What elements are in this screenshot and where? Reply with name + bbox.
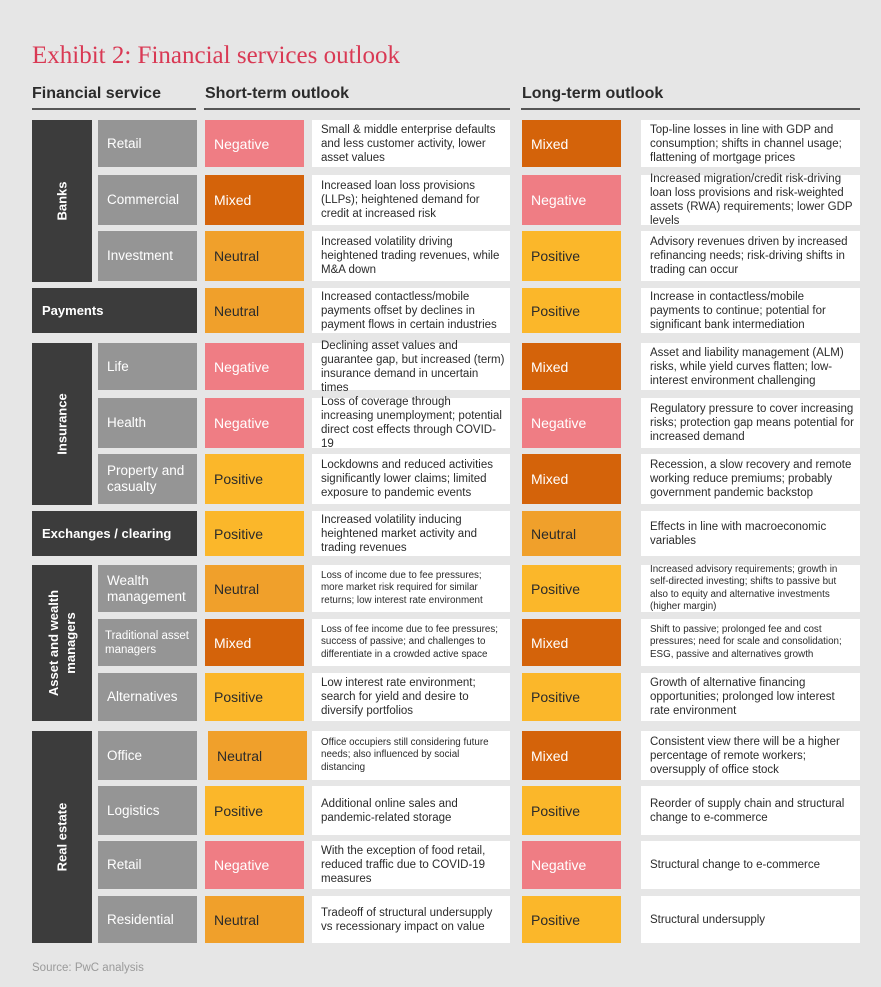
group-label: Banks [54, 181, 70, 221]
group-insurance: Insurance [32, 343, 92, 505]
service-label: Wealth management [98, 565, 197, 612]
short-term-outlook-badge: Mixed [205, 175, 304, 225]
long-term-outlook-badge: Positive [522, 565, 621, 612]
long-term-outlook-badge: Mixed [522, 619, 621, 666]
header-rule-long [521, 108, 860, 110]
short-term-outlook-text: Increased volatility driving heightened … [312, 231, 510, 281]
short-term-outlook-text: Loss of coverage through increasing unem… [312, 396, 510, 450]
short-term-outlook-badge: Negative [205, 343, 304, 390]
header-short-term: Short-term outlook [205, 85, 349, 102]
long-term-outlook-text: Shift to passive; prolonged fee and cost… [641, 619, 860, 666]
short-term-outlook-badge: Neutral [205, 565, 304, 612]
long-term-outlook-badge: Negative [522, 841, 621, 889]
short-term-outlook-text: Increased volatility inducing heightened… [312, 511, 510, 556]
short-term-outlook-badge: Positive [205, 511, 304, 556]
long-term-outlook-text: Effects in line with macroeconomic varia… [641, 511, 860, 556]
long-term-outlook-badge: Negative [522, 398, 621, 448]
service-label: Investment [98, 231, 197, 281]
short-term-outlook-text: Loss of fee income due to fee pressures;… [312, 619, 510, 666]
short-term-outlook-text: Office occupiers still considering futur… [312, 731, 510, 780]
group-label: Real estate [54, 802, 70, 872]
source-note: Source: PwC analysis [32, 962, 144, 974]
header-long-term: Long-term outlook [522, 85, 664, 102]
short-term-outlook-text: With the exception of food retail, reduc… [312, 841, 510, 889]
long-term-outlook-badge: Positive [522, 231, 621, 281]
service-label: Retail [98, 120, 197, 167]
short-term-outlook-badge: Negative [205, 120, 304, 167]
exhibit-title: Exhibit 2: Financial services outlook [32, 42, 400, 69]
long-term-outlook-text: Asset and liability management (ALM) ris… [641, 343, 860, 390]
long-term-outlook-badge: Positive [522, 786, 621, 835]
long-term-outlook-text: Regulatory pressure to cover increasing … [641, 398, 860, 448]
short-term-outlook-badge: Negative [205, 398, 304, 448]
long-term-outlook-text: Increased advisory requirements; growth … [641, 564, 860, 612]
long-term-outlook-text: Structural change to e-commerce [641, 841, 860, 889]
long-term-outlook-text: Advisory revenues driven by increased re… [641, 231, 860, 281]
short-term-outlook-text: Loss of income due to fee pressures; mor… [312, 565, 510, 612]
short-term-outlook-text: Increased loan loss provisions (LLPs); h… [312, 175, 510, 225]
service-label: Alternatives [98, 673, 197, 721]
short-term-outlook-badge: Positive [205, 673, 304, 721]
long-term-outlook-text: Increased migration/credit risk-driving … [641, 173, 860, 227]
short-term-outlook-text: Low interest rate environment; search fo… [312, 673, 510, 721]
short-term-outlook-badge: Mixed [205, 619, 304, 666]
short-term-outlook-text: Small & middle enterprise defaults and l… [312, 120, 510, 167]
long-term-outlook-text: Reorder of supply chain and structural c… [641, 786, 860, 835]
service-label: Traditional asset managers [98, 619, 197, 666]
long-term-outlook-text: Increase in contactless/mobile payments … [641, 288, 860, 333]
long-term-outlook-badge: Positive [522, 896, 621, 943]
short-term-outlook-badge: Positive [205, 454, 304, 504]
short-term-outlook-badge: Neutral [205, 896, 304, 943]
service-label: Life [98, 343, 197, 390]
short-term-outlook-badge: Negative [205, 841, 304, 889]
service-label: Retail [98, 841, 197, 889]
long-term-outlook-badge: Mixed [522, 120, 621, 167]
header-rule-service [32, 108, 196, 110]
long-term-outlook-badge: Neutral [522, 511, 621, 556]
long-term-outlook-badge: Positive [522, 288, 621, 333]
short-term-outlook-badge: Neutral [205, 288, 304, 333]
long-term-outlook-text: Structural undersupply [641, 896, 860, 943]
group-exchanges: Exchanges / clearing [32, 511, 197, 556]
service-label: Office [98, 731, 197, 780]
service-label: Commercial [98, 175, 197, 225]
long-term-outlook-badge: Negative [522, 175, 621, 225]
group-banks: Banks [32, 120, 92, 282]
short-term-outlook-text: Declining asset values and guarantee gap… [312, 340, 510, 394]
group-real-estate: Real estate [32, 731, 92, 943]
service-label: Health [98, 398, 197, 448]
group-asset-wealth: Asset and wealth managers [32, 565, 92, 721]
long-term-outlook-badge: Positive [522, 673, 621, 721]
short-term-outlook-badge: Positive [205, 786, 304, 835]
short-term-outlook-text: Lockdowns and reduced activities signifi… [312, 454, 510, 504]
service-label: Logistics [98, 786, 197, 835]
long-term-outlook-badge: Mixed [522, 454, 621, 504]
header-financial-service: Financial service [32, 85, 161, 102]
group-payments: Payments [32, 288, 197, 333]
long-term-outlook-text: Growth of alternative financing opportun… [641, 673, 860, 721]
short-term-outlook-text: Increased contactless/mobile payments of… [312, 288, 510, 333]
service-label: Property and casualty [98, 454, 197, 504]
service-label: Residential [98, 896, 197, 943]
group-label: Asset and wealth managers [46, 589, 78, 697]
long-term-outlook-badge: Mixed [522, 731, 621, 780]
long-term-outlook-text: Recession, a slow recovery and remote wo… [641, 454, 860, 504]
short-term-outlook-badge: Neutral [205, 231, 304, 281]
short-term-outlook-badge: Neutral [208, 731, 307, 780]
header-rule-short [204, 108, 510, 110]
short-term-outlook-text: Tradeoff of structural undersupply vs re… [312, 896, 510, 943]
short-term-outlook-text: Additional online sales and pandemic-rel… [312, 786, 510, 835]
long-term-outlook-text: Consistent view there will be a higher p… [641, 731, 860, 780]
long-term-outlook-text: Top-line losses in line with GDP and con… [641, 120, 860, 167]
long-term-outlook-badge: Mixed [522, 343, 621, 390]
group-label: Insurance [54, 393, 70, 455]
